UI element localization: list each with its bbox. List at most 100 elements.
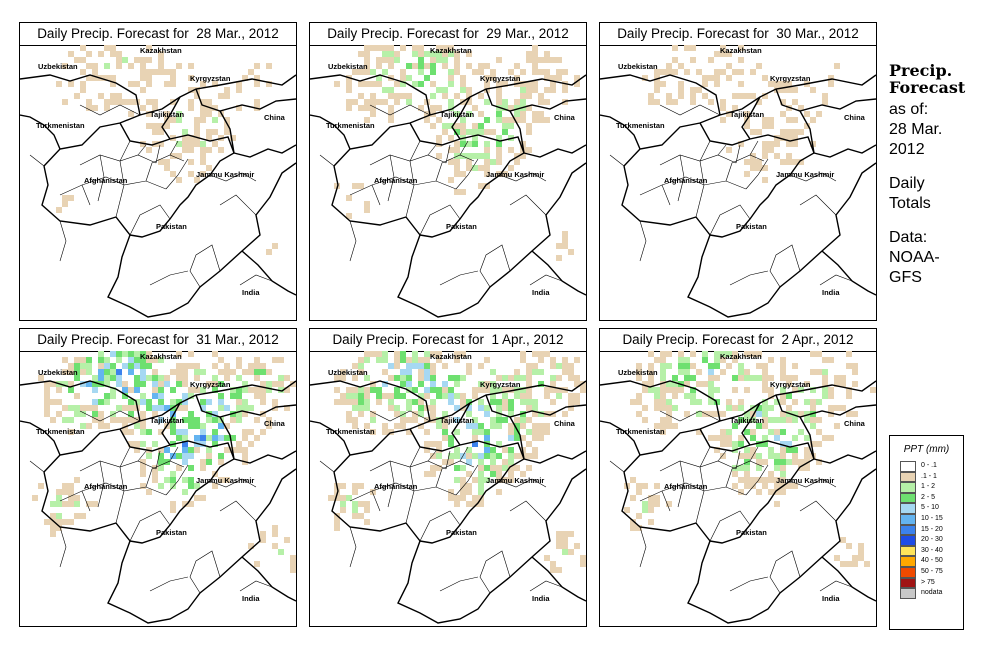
legend-label: 5 - 10 bbox=[921, 504, 939, 512]
country-label: India bbox=[242, 288, 260, 297]
country-label: Afghanistan bbox=[84, 482, 128, 491]
province-boundary bbox=[749, 140, 759, 156]
country-boundary bbox=[813, 450, 876, 464]
country-label: Jammu Kashmir bbox=[486, 476, 544, 485]
precip-cells bbox=[32, 351, 296, 573]
country-label: Kazakhstan bbox=[720, 46, 762, 55]
province-boundary bbox=[439, 270, 479, 286]
province-boundary bbox=[349, 220, 357, 262]
country-boundary bbox=[310, 114, 351, 150]
province-boundary bbox=[119, 446, 131, 492]
country-label: Pakistan bbox=[156, 222, 187, 231]
country-boundary bbox=[775, 394, 876, 418]
province-boundary bbox=[659, 154, 737, 166]
panel-title: Daily Precip. Forecast for 2 Apr., 2012 bbox=[600, 329, 876, 352]
province-boundary bbox=[319, 154, 335, 167]
forecast-panel: Daily Precip. Forecast for 29 Mar., 2012… bbox=[309, 22, 587, 321]
legend-row: 1 - 2 bbox=[890, 482, 963, 493]
country-label: Pakistan bbox=[446, 528, 477, 537]
country-label: Uzbekistan bbox=[618, 62, 658, 71]
country-label: Afghanistan bbox=[374, 482, 418, 491]
country-boundary bbox=[333, 380, 586, 473]
province-boundary bbox=[709, 204, 751, 236]
province-boundary bbox=[419, 204, 461, 236]
country-boundary bbox=[523, 144, 586, 158]
country-label: Afghanistan bbox=[374, 176, 418, 185]
country-boundary bbox=[741, 402, 761, 446]
province-boundary bbox=[137, 144, 147, 156]
country-boundary bbox=[699, 122, 815, 238]
country-boundary bbox=[799, 416, 815, 460]
province-boundary bbox=[129, 204, 171, 236]
province-boundary bbox=[609, 154, 625, 167]
province-boundary bbox=[769, 550, 801, 594]
province-boundary bbox=[59, 184, 91, 206]
province-boundary bbox=[509, 500, 547, 522]
country-label: Turkmenistan bbox=[326, 121, 375, 130]
country-label: Kazakhstan bbox=[140, 46, 182, 55]
country-label: Pakistan bbox=[736, 222, 767, 231]
country-label: Turkmenistan bbox=[616, 121, 665, 130]
legend-title: PPT (mm) bbox=[903, 444, 950, 455]
legend-row: 0 - .1 bbox=[890, 461, 963, 472]
province-boundary bbox=[609, 460, 625, 473]
country-boundary bbox=[531, 250, 586, 296]
province-boundary bbox=[819, 274, 853, 286]
province-boundary bbox=[369, 104, 431, 116]
forecast-panel: Daily Precip. Forecast for 1 Apr., 2012 … bbox=[309, 328, 587, 627]
legend-row: 40 - 50 bbox=[890, 556, 963, 567]
country-label: Jammu Kashmir bbox=[196, 170, 254, 179]
province-boundary bbox=[119, 140, 131, 186]
province-boundary bbox=[169, 446, 179, 462]
country-boundary bbox=[119, 122, 235, 238]
country-label: Turkmenistan bbox=[36, 427, 85, 436]
country-label: Uzbekistan bbox=[618, 368, 658, 377]
legend-label: 20 - 30 bbox=[921, 536, 943, 544]
forecast-panel: Daily Precip. Forecast for 28 Mar., 2012… bbox=[19, 22, 297, 321]
province-boundary bbox=[79, 104, 141, 116]
province-boundary bbox=[405, 490, 415, 524]
province-boundary bbox=[149, 576, 189, 592]
country-label: Uzbekistan bbox=[38, 368, 78, 377]
province-boundary bbox=[115, 490, 125, 524]
province-boundary bbox=[405, 184, 415, 218]
country-label: Kyrgyzstan bbox=[480, 74, 521, 83]
province-boundary bbox=[799, 194, 837, 216]
panel-title: Daily Precip. Forecast for 29 Mar., 2012 bbox=[310, 23, 586, 46]
province-boundary bbox=[729, 576, 769, 592]
legend-swatch bbox=[900, 461, 916, 472]
precip-map: Kazakhstan Uzbekistan Kyrgyzstan Turkmenist… bbox=[20, 351, 296, 626]
country-boundary bbox=[485, 88, 586, 112]
country-boundary bbox=[20, 420, 61, 456]
province-boundary bbox=[819, 580, 853, 592]
province-boundary bbox=[499, 478, 547, 488]
country-label: Uzbekistan bbox=[328, 368, 368, 377]
province-boundary bbox=[435, 460, 475, 488]
country-label: Tajikistan bbox=[150, 110, 184, 119]
province-boundary bbox=[349, 184, 381, 206]
country-boundary bbox=[331, 468, 586, 624]
country-boundary bbox=[821, 250, 876, 296]
province-boundary bbox=[149, 270, 189, 286]
country-label: India bbox=[822, 594, 840, 603]
product-title: Precip. Forecast bbox=[889, 61, 966, 97]
map-canvas: Kazakhstan Uzbekistan Kyrgyzstan Turkmenist… bbox=[310, 45, 586, 318]
province-boundary bbox=[725, 460, 765, 488]
country-boundary bbox=[409, 428, 525, 544]
province-boundary bbox=[659, 410, 721, 422]
province-boundary bbox=[219, 500, 257, 522]
country-label: China bbox=[844, 113, 866, 122]
country-boundary bbox=[219, 110, 235, 154]
country-boundary bbox=[310, 380, 431, 422]
province-boundary bbox=[735, 144, 741, 164]
province-boundary bbox=[239, 580, 273, 592]
legend-row: 50 - 75 bbox=[890, 566, 963, 578]
legend-swatch bbox=[900, 588, 916, 599]
legend-label: 2 - 5 bbox=[921, 493, 936, 501]
country-label: Turkmenistan bbox=[36, 121, 85, 130]
country-boundary bbox=[333, 74, 586, 167]
legend-label: 50 - 75 bbox=[921, 567, 943, 575]
data-source: Data: NOAA- GFS bbox=[889, 229, 940, 286]
legend-swatch bbox=[900, 482, 916, 493]
province-boundary bbox=[729, 270, 769, 286]
